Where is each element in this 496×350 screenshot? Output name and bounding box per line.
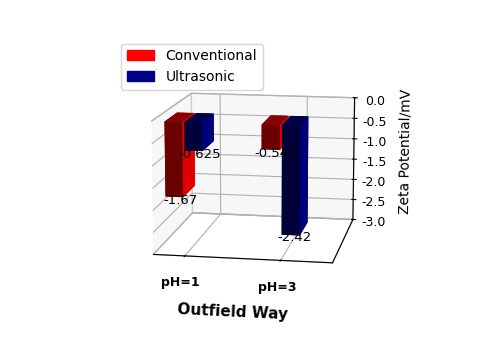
X-axis label: Outfield Way: Outfield Way [177,302,288,322]
Legend: Conventional, Ultrasonic: Conventional, Ultrasonic [121,43,262,90]
